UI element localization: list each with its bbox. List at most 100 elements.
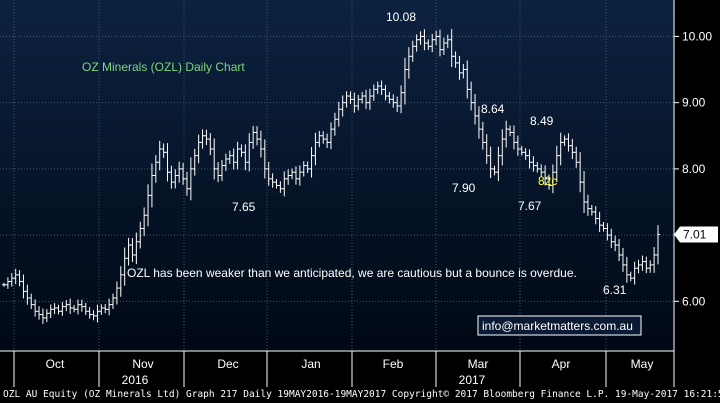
ohlc-bar [220,160,224,182]
ohlc-bar [426,39,431,51]
ohlc-bar [130,238,135,262]
ohlc-bar [21,274,26,299]
ohlc-bar [293,166,298,185]
y-tick-label: 10.00 [682,29,712,43]
ohlc-bar [570,138,575,160]
ohlc-bar [25,284,30,305]
annotation-low-7-67: 7.67 [518,199,542,213]
ohlc-bar [278,181,283,193]
ohlc-bar [64,300,69,312]
ohlc-bar [223,153,228,171]
ohlc-bar [519,145,524,156]
annotation-high-8-64: 8.64 [481,102,505,116]
ohlc-bar [231,148,236,170]
ohlc-bar [91,310,96,321]
ohlc-bar [418,31,423,45]
ohlc-bar [496,146,501,182]
ohlc-bar [527,149,532,169]
ohlc-bar [402,57,407,105]
ohlc-bar [624,256,629,283]
x-year-label: 2017 [459,373,486,387]
ohlc-bar [367,88,372,110]
x-tick-label: Dec [217,357,238,371]
ohlc-bar [523,148,528,160]
ohlc-bar [87,307,92,319]
ohlc-bar [126,237,131,266]
ohlc-bar [434,30,439,46]
ohlc-bar [103,304,108,314]
ohlc-bar [95,304,100,323]
ohlc-bar [399,85,404,114]
ohlc-bar [114,281,119,305]
ohlc-bar [17,269,22,287]
ohlc-bar [585,194,590,216]
ohlc-bar [37,306,42,320]
ohlc-bar [134,232,139,265]
ohlc-bar [554,145,559,183]
annotation-move-82c: 82c [538,174,557,188]
ohlc-bar [375,81,380,95]
ohlc-bar [227,150,232,165]
ohlc-bar [644,256,649,274]
ohlc-bar [247,133,252,172]
ohlc-bar [181,162,186,185]
ohlc-bar [153,155,158,183]
ohlc-bar [430,33,435,53]
ohlc-bar [628,271,633,282]
ohlc-bar [656,225,660,265]
ohlc-bar [173,169,178,189]
ohlc-bar [274,178,279,189]
ohlc-bar [500,129,505,166]
ohlc-bar [142,207,147,237]
ohlc-bar [243,144,248,171]
ohlc-bar [383,85,388,101]
ohlc-bar [550,164,555,194]
ohlc-bar [558,132,563,166]
ohlc-bar [196,134,201,164]
ohlc-bar [56,304,61,315]
ohlc-bar [251,125,256,149]
footer-bar: OZL AU Equity (OZ Minerals Ltd) Graph 21… [0,387,720,403]
ohlc-bar [286,169,291,185]
x-tick-label: Mar [468,357,489,371]
ohlc-bar [648,260,653,273]
ohlc-bar [593,206,598,225]
ohlc-bar [2,282,6,287]
ohlc-bar [177,161,182,183]
ohlc-bar [161,143,166,158]
ohlc-bar [461,63,466,79]
plot-area [0,0,674,351]
ohlc-bar [290,168,295,180]
contact-box [477,315,642,336]
ohlc-bar [348,91,353,104]
ohlc-bar [107,298,112,316]
ohlc-bar [29,293,34,310]
ohlc-bar [266,161,271,186]
x-axis: Oct Nov Dec Jan Feb Mar Apr May 2016 2017 [0,350,674,387]
x-tick-label: Apr [552,357,571,371]
ohlc-bar [5,277,10,289]
ohlc-bar [395,96,400,113]
ohlc-bar [473,93,478,125]
ohlc-bar [414,34,419,52]
last-price-tag [674,226,718,243]
ohlc-bar [149,163,154,208]
ohlc-bar [465,60,470,99]
ohlc-bar [469,81,474,111]
ohlc-bar [317,130,322,148]
ohlc-bar [270,173,275,188]
ohlc-bar [212,138,217,180]
ohlc-bar [364,89,369,109]
x-tick-label: Feb [383,357,404,371]
ohlc-bar [605,223,610,241]
annotation-high-8-49: 8.49 [530,114,554,128]
y-tick-label: 8.00 [682,162,706,176]
ohlc-bar [406,47,411,79]
ohlc-bar [216,162,221,183]
ohlc-bar [597,211,602,232]
ohlc-bar [449,28,454,68]
contact-email-link[interactable]: info@marketmatters.com.au [482,319,633,333]
ohlc-bar [188,157,193,201]
ohlc-bar [620,247,625,272]
ohlc-bar [208,133,213,156]
